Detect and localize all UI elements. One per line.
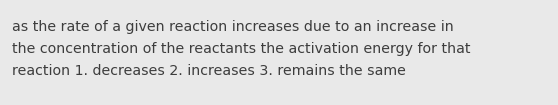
- Text: as the rate of a given reaction increases due to an increase in: as the rate of a given reaction increase…: [12, 20, 454, 34]
- Text: reaction 1. decreases 2. increases 3. remains the same: reaction 1. decreases 2. increases 3. re…: [12, 64, 406, 78]
- Text: the concentration of the reactants the activation energy for that: the concentration of the reactants the a…: [12, 42, 471, 56]
